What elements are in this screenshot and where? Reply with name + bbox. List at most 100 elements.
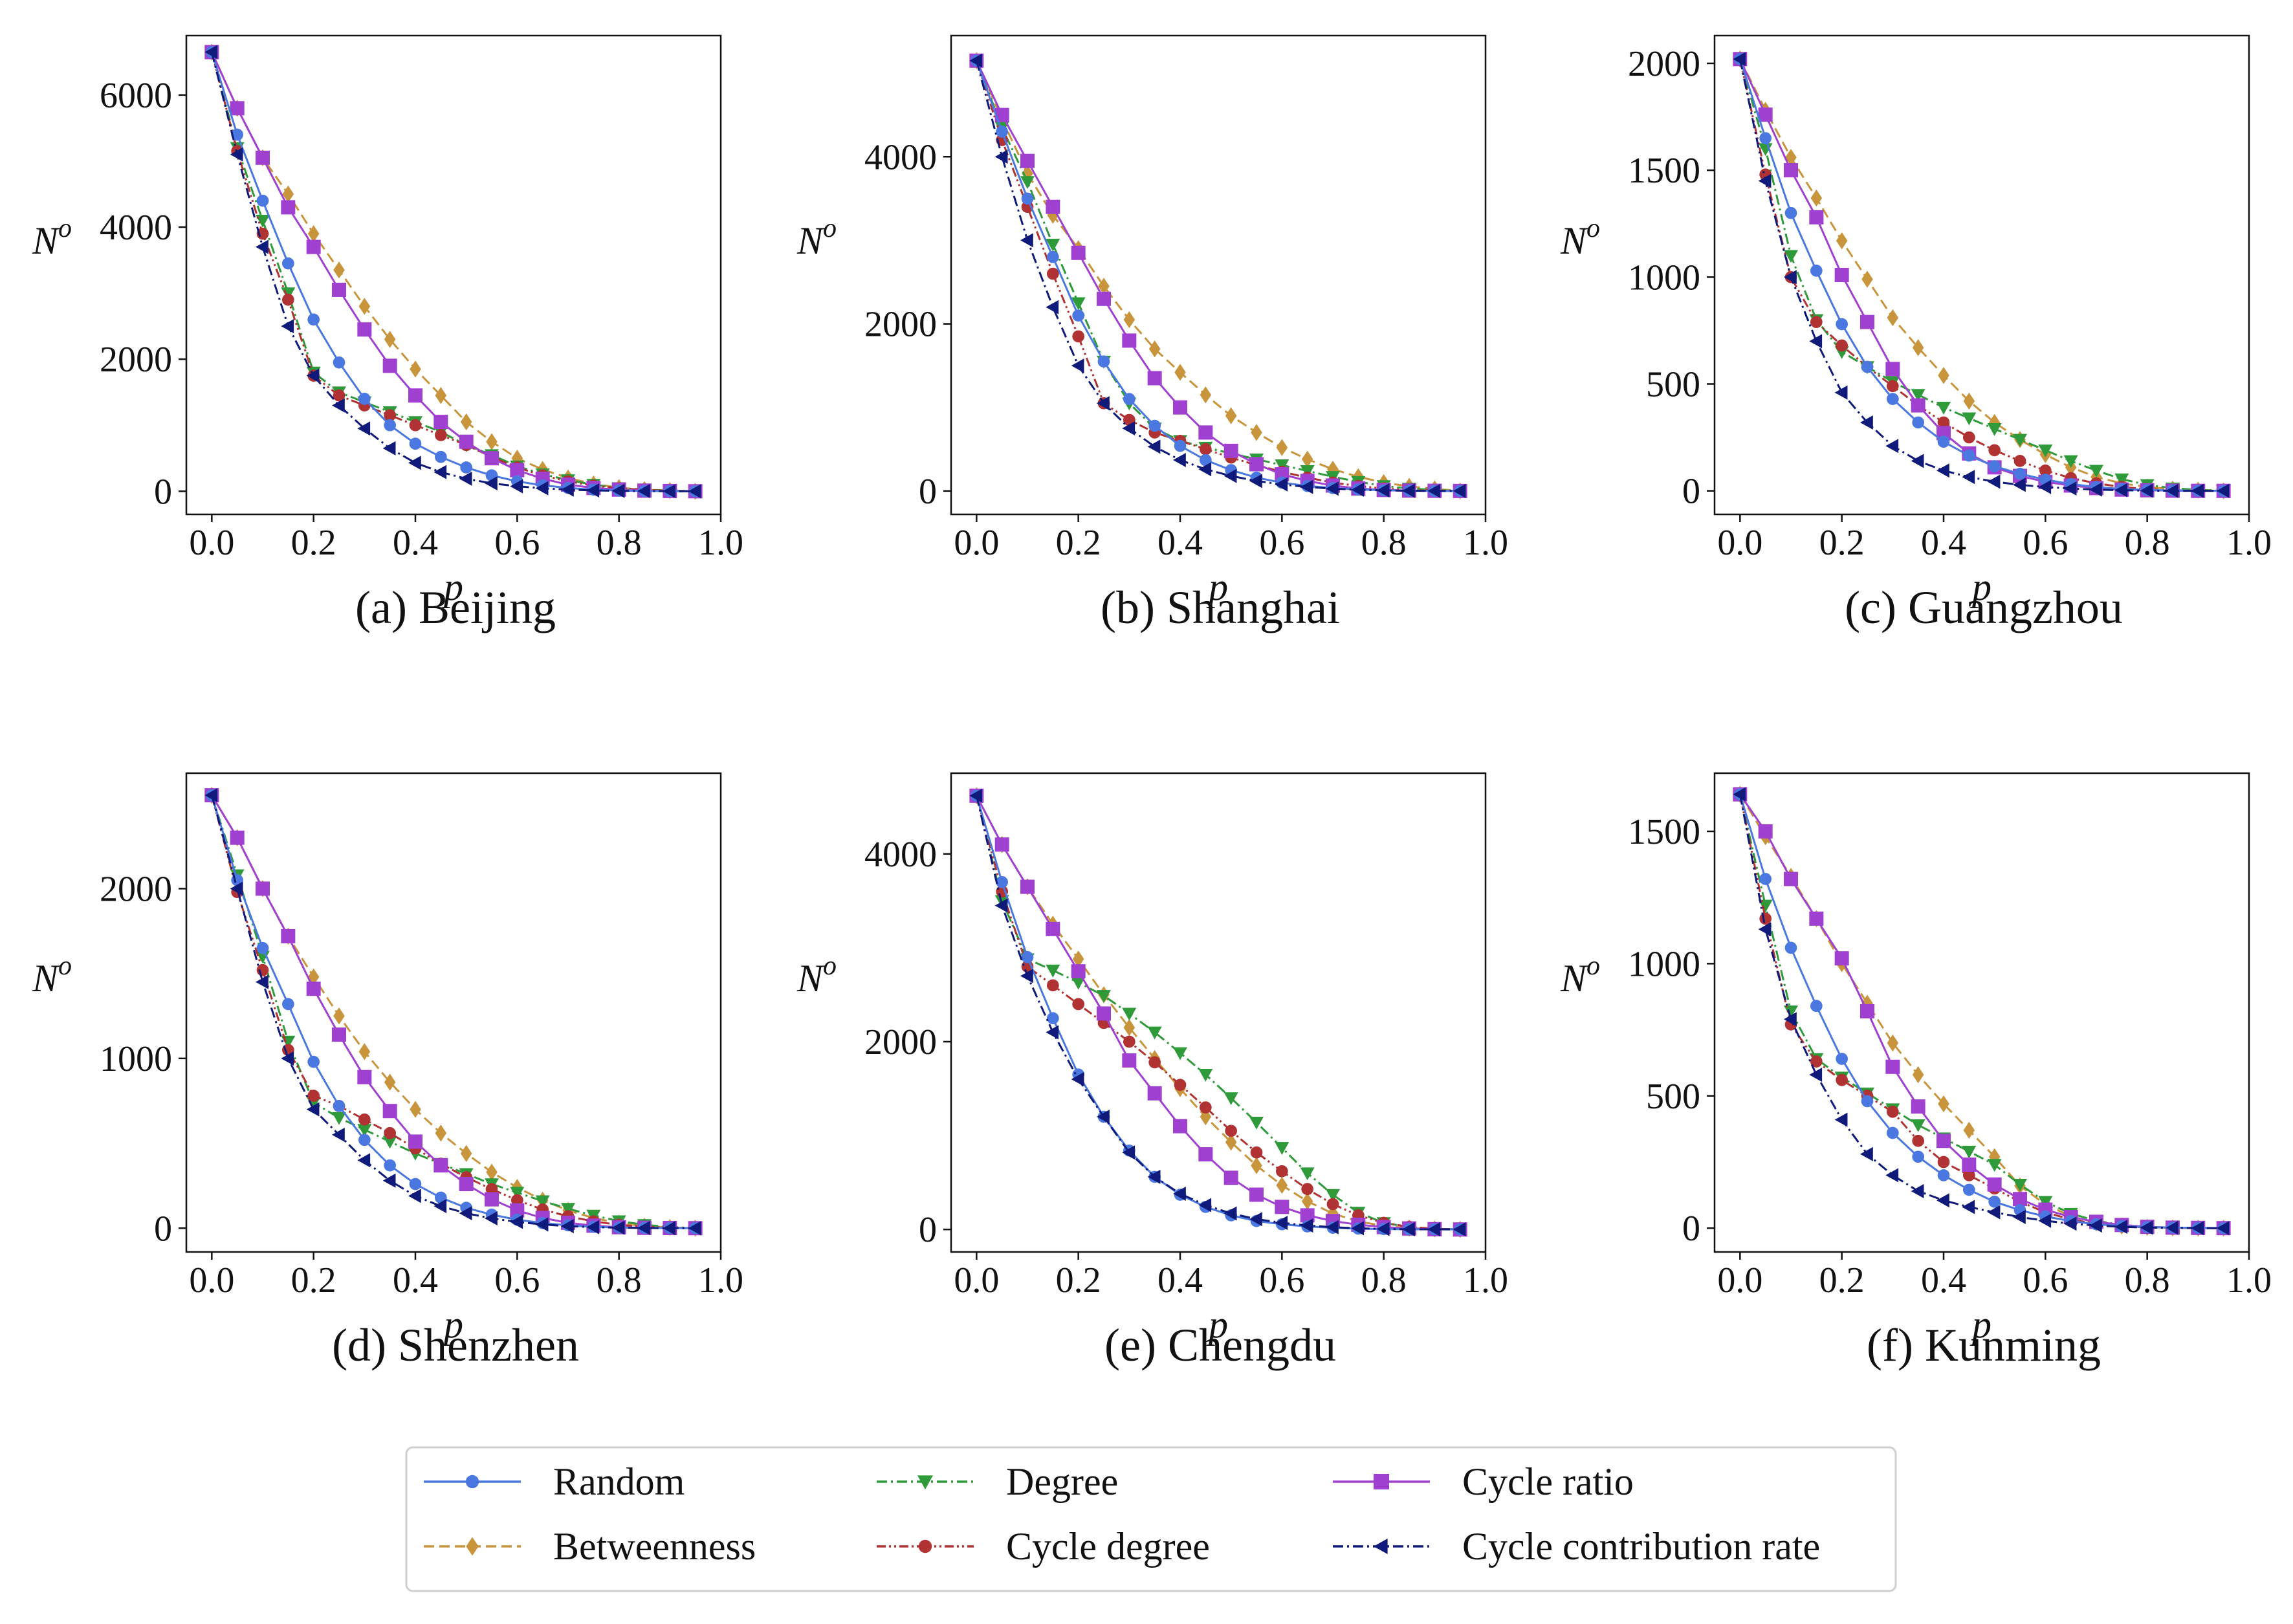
data-point-random (1148, 419, 1161, 432)
data-point-cycle-ratio (1071, 245, 1086, 260)
data-point-random (333, 356, 346, 369)
y-tick-label: 0 (1682, 472, 1700, 512)
data-point-cycle-contribution-rate (688, 484, 701, 499)
data-point-random (1046, 250, 1059, 263)
data-point-betweenness (1938, 1095, 1949, 1113)
x-axis-label: p (1969, 1303, 1991, 1346)
series-line-random (210, 795, 696, 1229)
data-point-cycle-contribution-rate (1071, 358, 1084, 373)
series-betweenness (971, 52, 1466, 500)
data-point-degree (332, 1112, 346, 1125)
y-tick-label: 0 (154, 472, 172, 512)
data-point-cycle-contribution-rate (1326, 1220, 1339, 1234)
data-point-cycle-contribution-rate (1911, 1183, 1924, 1198)
data-point-cycle-contribution-rate (332, 1127, 345, 1142)
data-point-random (281, 998, 294, 1011)
x-tick-label: 0.0 (1717, 523, 1762, 563)
data-point-random (1836, 318, 1849, 331)
data-point-random (460, 461, 473, 474)
data-point-cycle-ratio (1046, 199, 1060, 214)
data-point-cycle-ratio (382, 1104, 397, 1119)
data-point-cycle-degree (1836, 339, 1849, 352)
data-point-random (1962, 449, 1975, 462)
data-point-degree (510, 1187, 525, 1200)
data-point-cycle-ratio (306, 239, 321, 254)
data-point-cycle-contribution-rate (2013, 477, 2026, 492)
data-point-cycle-contribution-rate (1784, 270, 1797, 285)
data-point-cycle-ratio (1173, 400, 1187, 415)
data-point-cycle-ratio (1784, 163, 1798, 178)
series-line-cycle-degree (975, 795, 1460, 1231)
data-point-cycle-ratio (2013, 1192, 2027, 1207)
data-point-random (307, 1055, 320, 1068)
data-point-cycle-degree (281, 293, 294, 306)
y-axis-label-superscript: o (58, 951, 72, 981)
series-cycle-contribution-rate (969, 53, 1466, 498)
data-point-cycle-degree (1174, 1079, 1187, 1092)
data-point-cycle-degree (1046, 979, 1059, 992)
data-point-cycle-contribution-rate (230, 147, 243, 162)
data-point-random (1937, 435, 1950, 448)
data-point-cycle-ratio (1249, 1187, 1264, 1202)
data-point-random (1861, 360, 1874, 373)
x-axis-label: p (1206, 1303, 1228, 1346)
data-point-cycle-degree (307, 1090, 320, 1102)
y-tick-label: 1000 (1628, 258, 1700, 298)
series-degree (1733, 788, 2231, 1236)
data-point-cycle-contribution-rate (1860, 1147, 1873, 1161)
y-axis-label: No (32, 951, 72, 1000)
data-point-cycle-degree (2039, 464, 2052, 477)
data-point-cycle-contribution-rate (1784, 1012, 1797, 1027)
data-point-cycle-ratio (1987, 1177, 2002, 1192)
data-point-degree (1275, 1142, 1289, 1155)
x-tick-label: 0.4 (1921, 1260, 1966, 1300)
x-tick-label: 0.2 (1056, 523, 1101, 563)
y-tick-label: 2000 (100, 340, 172, 380)
data-point-cycle-contribution-rate (1962, 470, 1975, 485)
data-point-random (1174, 439, 1187, 452)
data-point-cycle-degree (1836, 1073, 1849, 1086)
data-point-betweenness (1861, 270, 1873, 288)
data-point-cycle-degree (409, 419, 422, 432)
data-point-cycle-degree (1123, 1035, 1136, 1048)
data-point-cycle-ratio (1223, 443, 1238, 458)
x-tick-label: 0.6 (1259, 1260, 1304, 1300)
data-point-random (1912, 416, 1925, 429)
data-point-cycle-contribution-rate (1834, 385, 1848, 400)
data-point-cycle-degree (1810, 316, 1823, 329)
plot-frame (1713, 772, 2250, 1253)
x-tick-label: 0.8 (2125, 1260, 2170, 1300)
series-cycle-ratio (204, 45, 703, 499)
panel-caption: (f) Kunming (1867, 1319, 2101, 1371)
data-point-random (1072, 309, 1085, 322)
data-point-cycle-contribution-rate (1885, 439, 1899, 454)
data-point-cycle-contribution-rate (2191, 1221, 2204, 1236)
data-point-degree (382, 1136, 397, 1149)
series-line-cycle-contribution-rate (1739, 59, 2224, 492)
data-point-cycle-ratio (510, 463, 525, 477)
data-point-cycle-degree (1326, 1198, 1339, 1211)
data-point-random (409, 1178, 422, 1191)
series-line-random (210, 52, 696, 492)
x-tick-label: 0.0 (954, 1260, 999, 1300)
data-point-random (1962, 1183, 1975, 1196)
x-tick-label: 0.8 (597, 1260, 642, 1300)
data-point-cycle-contribution-rate (408, 1189, 421, 1203)
data-point-cycle-ratio (332, 282, 346, 297)
series-line-cycle-contribution-rate (210, 795, 696, 1229)
data-point-cycle-contribution-rate (1885, 1168, 1899, 1183)
data-point-cycle-ratio (1097, 291, 1111, 306)
data-point-random (281, 257, 294, 270)
data-point-cycle-ratio (1198, 1147, 1213, 1162)
data-point-random (1937, 1169, 1950, 1181)
data-point-cycle-contribution-rate (510, 479, 523, 494)
data-point-cycle-contribution-rate (1402, 1222, 1415, 1236)
series-line-betweenness (210, 51, 696, 492)
data-point-degree (1071, 976, 1086, 990)
series-line-random (975, 795, 1460, 1231)
legend-label: Cycle contribution rate (1462, 1525, 1820, 1568)
chart-panel-3: 0.0 0.2 0.4 0.6 0.8 1.0 0 500 1000 1500 2000 No p(c)… (1560, 34, 2272, 633)
data-point-cycle-contribution-rate (1046, 300, 1059, 314)
data-point-betweenness (1200, 386, 1212, 404)
data-point-betweenness (1836, 232, 1848, 250)
